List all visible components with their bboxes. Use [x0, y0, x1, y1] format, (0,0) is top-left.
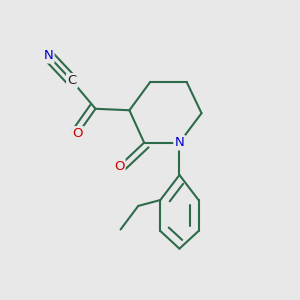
- Text: O: O: [73, 127, 83, 140]
- Text: N: N: [175, 136, 184, 149]
- Text: N: N: [44, 49, 53, 62]
- Text: O: O: [114, 160, 124, 173]
- Text: C: C: [67, 74, 76, 87]
